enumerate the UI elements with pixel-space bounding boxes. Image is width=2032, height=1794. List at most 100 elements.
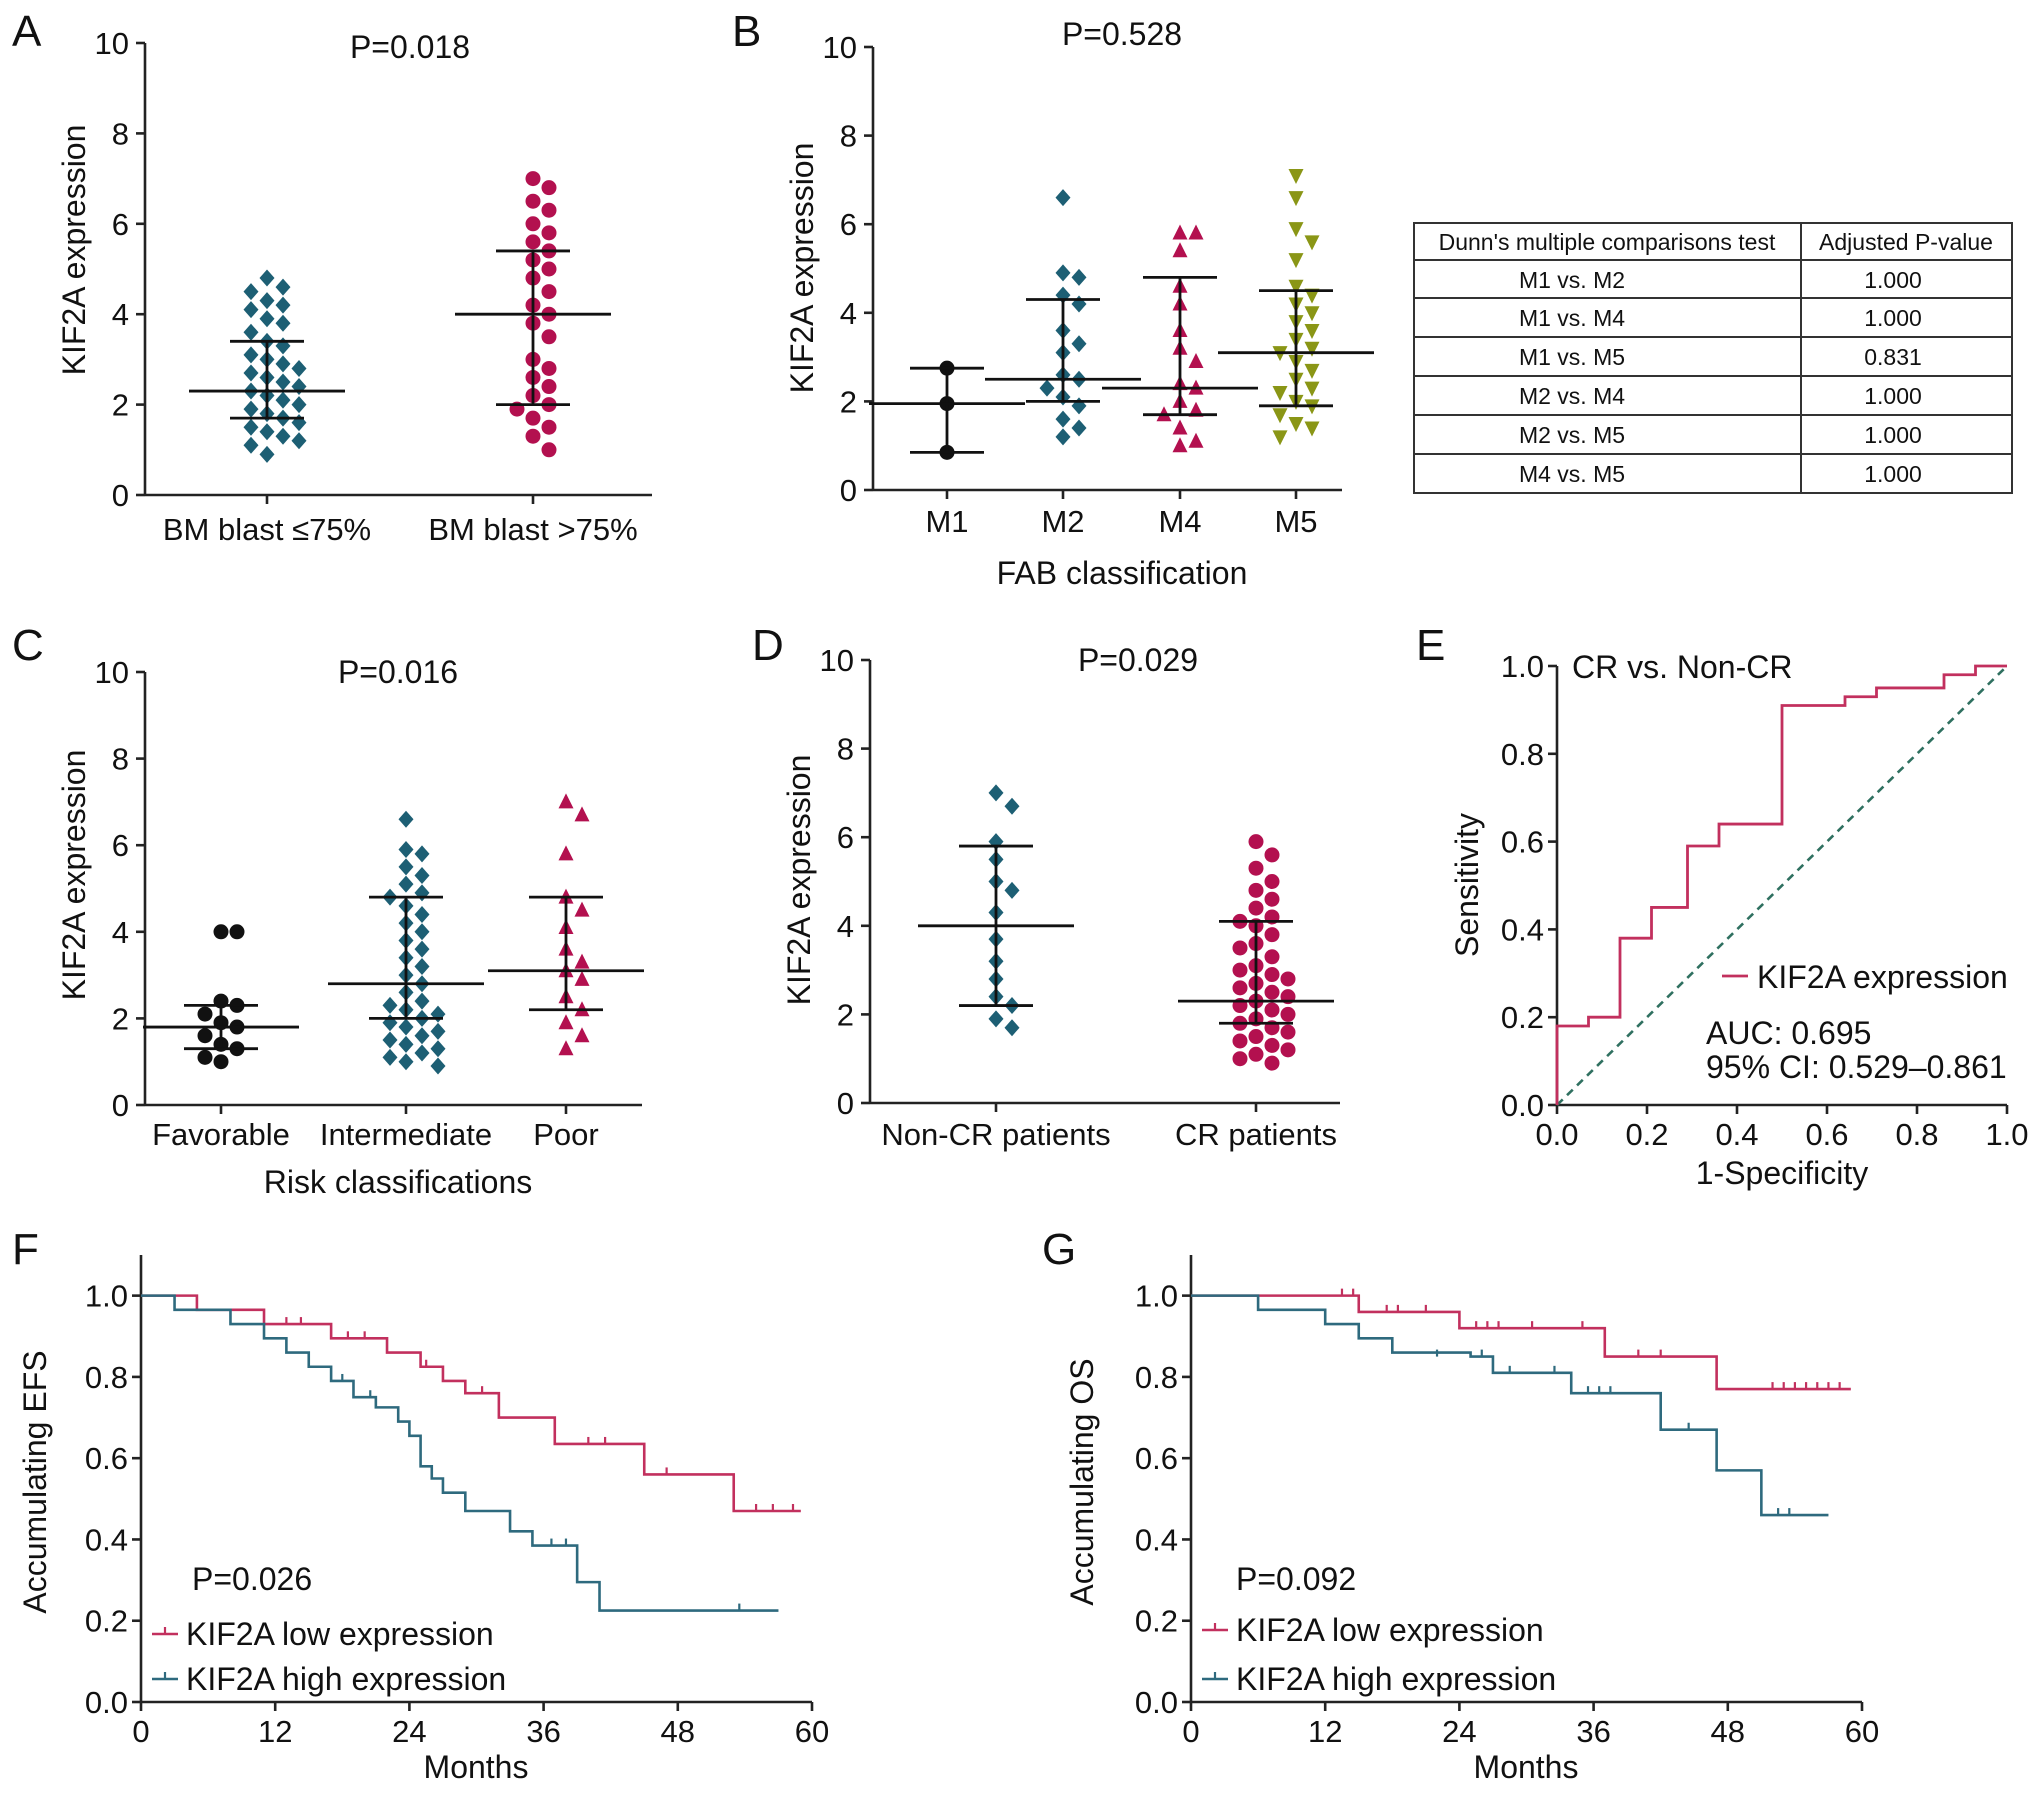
data-point: [558, 1014, 574, 1030]
panel-label-d: D: [752, 621, 784, 670]
x-tick-label: CR patients: [1175, 1117, 1337, 1152]
data-point: [382, 996, 398, 1014]
dunn-row-comparison: M1 vs. M5: [1519, 344, 1625, 370]
data-point: [541, 360, 557, 376]
data-point: [1188, 353, 1204, 369]
data-point: [574, 901, 590, 917]
data-point: [1055, 264, 1071, 282]
data-point: [275, 391, 291, 409]
data-point: [414, 923, 430, 941]
data-point: [1248, 882, 1264, 898]
data-point: [275, 337, 291, 355]
data-point: [275, 355, 291, 373]
data-point: [414, 1044, 430, 1062]
dunn-row-pvalue: 0.831: [1864, 344, 1922, 370]
x-axis-title: Months: [424, 1749, 529, 1785]
data-point: [1264, 891, 1280, 907]
x-tick-label: BM blast >75%: [428, 512, 637, 547]
data-point: [414, 992, 430, 1010]
y-tick-label: 6: [112, 207, 129, 242]
survival-panel-f: 0.0 0.2 0.4 0.6 0.8 1.0 0 12 24 36 48 60 Months Accum…: [17, 1255, 829, 1785]
x-tick-label: 0.8: [1895, 1117, 1938, 1152]
x-tick-label: M1: [925, 504, 968, 539]
data-point: [1288, 253, 1304, 269]
data-point: [558, 845, 574, 861]
data-point: [213, 924, 229, 940]
data-point: [1288, 168, 1304, 184]
y-tick-label: 4: [112, 915, 129, 950]
data-point: [1248, 860, 1264, 876]
y-axis-title: Accumulating OS: [1064, 1358, 1100, 1605]
y-tick-label: 0.6: [85, 1441, 128, 1476]
x-tick-label: 48: [661, 1714, 695, 1749]
y-tick-label: 6: [840, 207, 857, 242]
y-tick-label: 0.8: [85, 1360, 128, 1395]
data-point: [275, 278, 291, 296]
data-point: [275, 296, 291, 314]
x-tick-label: Non-CR patients: [881, 1117, 1110, 1152]
y-tick-label: 8: [112, 116, 129, 151]
y-tick-label: 0.2: [1501, 1000, 1544, 1035]
data-point: [243, 400, 259, 418]
data-point: [1304, 288, 1320, 304]
dunn-row-pvalue: 1.000: [1864, 305, 1922, 331]
data-point: [1039, 379, 1055, 397]
y-tick-label: 2: [840, 384, 857, 419]
y-tick-label: 0.8: [1135, 1360, 1178, 1395]
y-tick-label: 0.4: [1501, 912, 1544, 947]
data-point: [1288, 279, 1304, 295]
data-point: [291, 359, 307, 377]
data-point: [243, 364, 259, 382]
y-tick-label: 10: [820, 643, 854, 678]
y-tick-label: 10: [823, 30, 857, 65]
data-point: [229, 924, 245, 940]
data-point: [259, 310, 275, 328]
x-tick-label: 60: [1845, 1714, 1879, 1749]
legend-label: KIF2A low expression: [186, 1616, 494, 1652]
p-value-label: P=0.018: [350, 29, 470, 65]
x-axis-title: Months: [1474, 1749, 1579, 1785]
y-tick-label: 0.6: [1135, 1441, 1178, 1476]
data-point: [1304, 421, 1320, 437]
data-point: [414, 845, 430, 863]
x-tick-label: 0.4: [1715, 1117, 1758, 1152]
data-point: [1304, 324, 1320, 340]
dunn-row-pvalue: 1.000: [1864, 383, 1922, 409]
data-point: [574, 806, 590, 822]
data-point: [1055, 410, 1071, 428]
data-point: [574, 953, 590, 969]
data-point: [430, 1057, 446, 1075]
data-point: [1232, 962, 1248, 978]
data-point: [1280, 971, 1296, 987]
data-point: [197, 1006, 213, 1022]
dunn-row-comparison: M2 vs. M4: [1519, 383, 1625, 409]
data-point: [525, 428, 541, 444]
dunn-row-comparison: M4 vs. M5: [1519, 461, 1625, 487]
data-point: [291, 432, 307, 450]
y-tick-label: 0.2: [85, 1604, 128, 1639]
y-tick-label: 0.2: [1135, 1604, 1178, 1639]
x-axis-title: 1-Specificity: [1696, 1155, 1869, 1191]
x-tick-label: Favorable: [152, 1117, 290, 1152]
data-point: [541, 284, 557, 300]
data-point: [398, 858, 414, 876]
data-point: [414, 867, 430, 885]
data-point: [1264, 1002, 1280, 1018]
data-point: [1071, 419, 1087, 437]
p-value-label: P=0.092: [1236, 1561, 1356, 1597]
data-point: [430, 1005, 446, 1023]
data-point: [1071, 397, 1087, 415]
data-point: [1264, 949, 1280, 965]
x-axis-title: FAB classification: [997, 555, 1248, 591]
data-point: [275, 373, 291, 391]
panel-label-b: B: [732, 7, 761, 56]
data-point: [243, 346, 259, 364]
panel-label-c: C: [12, 621, 44, 670]
reference-diagonal: [1556, 665, 2008, 1106]
y-tick-label: 6: [112, 828, 129, 863]
data-point: [1071, 295, 1087, 313]
y-tick-label: 10: [95, 26, 129, 61]
data-point: [414, 884, 430, 902]
y-tick-label: 0: [112, 1088, 129, 1123]
panel-label-e: E: [1416, 621, 1445, 670]
